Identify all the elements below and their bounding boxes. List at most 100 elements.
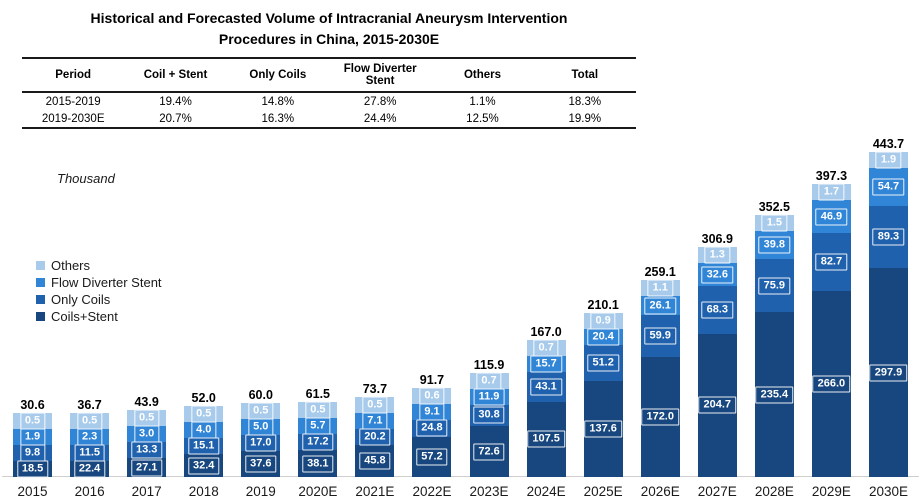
bar-column-2028E: 352.5 1.5 39.8 75.9 235.4 <box>746 200 803 477</box>
segment-value-label: 32.6 <box>701 266 733 284</box>
legend-label: Flow Diverter Stent <box>51 275 162 290</box>
segment-value-label: 0.5 <box>76 412 103 430</box>
bar-total-label: 259.1 <box>644 265 676 280</box>
bar-total-label: 91.7 <box>419 372 445 387</box>
bar-segment-others: 0.5 <box>298 401 338 419</box>
table-cell: 16.3% <box>261 112 295 125</box>
segment-value-label: 1.5 <box>761 214 787 232</box>
legend-item-flow-diverter-stent: Flow Diverter Stent <box>36 274 162 291</box>
bar-segment-others: 1.5 <box>754 214 794 232</box>
bar-segment-flow-diverter-stent: 9.1 <box>412 403 452 421</box>
bar-segment-flow-diverter-stent: 5.0 <box>241 418 281 436</box>
x-axis-line <box>2 476 919 477</box>
segment-value-label: 137.6 <box>584 420 622 438</box>
segment-value-label: 57.2 <box>416 448 448 466</box>
table-header-coil-stent: Coil + Stent <box>124 58 227 93</box>
segment-value-label: 9.8 <box>19 444 46 462</box>
bar-column-2030E: 443.7 1.9 54.7 89.3 297.9 <box>860 137 917 477</box>
bar-total-label: 210.1 <box>587 297 619 312</box>
bar-segment-only-coils: 11.5 <box>70 444 110 462</box>
x-axis-label: 2030E <box>868 484 908 499</box>
segment-value-label: 0.5 <box>305 401 331 419</box>
bar-segment-others: 1.9 <box>868 151 908 169</box>
bar-stack: 0.9 20.4 51.2 137.6 <box>583 312 623 477</box>
bar-segment-only-coils: 43.1 <box>526 371 566 402</box>
legend-label: Others <box>51 258 91 273</box>
segment-value-label: 75.9 <box>758 277 791 295</box>
segment-value-label: 17.2 <box>302 433 334 451</box>
bar-segment-coils-stent: 22.4 <box>70 460 110 478</box>
bar-segment-coils-stent: 137.6 <box>583 380 623 477</box>
bar-total-label: 36.7 <box>77 398 102 412</box>
segment-value-label: 32.4 <box>188 457 220 475</box>
bar-column-2018: 52.0 0.5 4.0 15.1 32.4 <box>175 391 232 477</box>
bar-total-label: 443.7 <box>872 136 905 151</box>
segment-value-label: 235.4 <box>755 386 794 404</box>
table-cell: 24.4% <box>363 112 397 125</box>
x-axis-label: 2029E <box>811 484 851 499</box>
segment-value-label: 18.5 <box>16 460 49 478</box>
segment-value-label: 20.4 <box>587 328 619 346</box>
bar-segment-flow-diverter-stent: 32.6 <box>697 263 737 286</box>
bar-segment-flow-diverter-stent: 11.9 <box>469 388 509 406</box>
table-row: 2019-2030E 20.7% 16.3% 24.4% 12.5% 19.9% <box>22 110 636 128</box>
bar-column-2021E: 73.7 0.5 7.1 20.2 45.8 <box>346 382 403 477</box>
x-axis-label: 2021E <box>355 484 395 499</box>
bar-segment-others: 0.5 <box>355 396 395 414</box>
bar-segment-only-coils: 30.8 <box>469 404 509 427</box>
segment-value-label: 68.3 <box>701 301 733 319</box>
bar-segment-coils-stent: 45.8 <box>355 444 395 477</box>
segment-value-label: 0.5 <box>134 409 160 427</box>
bar-stack: 0.5 5.0 17.0 37.6 <box>241 402 281 477</box>
bar-total-label: 52.0 <box>191 391 216 406</box>
bar-segment-coils-stent: 266.0 <box>811 290 851 477</box>
segment-value-label: 15.1 <box>188 437 220 455</box>
segment-value-label: 37.6 <box>245 455 277 473</box>
bar-stack: 0.5 1.9 9.8 18.5 <box>13 412 53 478</box>
segment-value-label: 5.7 <box>305 417 331 435</box>
bar-stack: 1.7 46.9 82.7 266.0 <box>811 183 851 477</box>
legend: Others Flow Diverter Stent Only Coils Co… <box>36 257 162 325</box>
segment-value-label: 89.3 <box>872 228 905 246</box>
segment-value-label: 82.7 <box>815 253 848 271</box>
bar-segment-only-coils: 9.8 <box>13 444 53 462</box>
table-cell: 27.8% <box>363 95 397 108</box>
chart-title: Historical and Forecasted Volume of Intr… <box>22 8 636 50</box>
bar-segment-others: 0.9 <box>583 312 623 330</box>
segment-value-label: 43.1 <box>530 378 562 396</box>
segment-value-label: 107.5 <box>527 430 565 448</box>
segment-value-label: 204.7 <box>698 396 737 414</box>
segment-value-label: 266.0 <box>812 375 851 393</box>
segment-value-label: 17.0 <box>245 434 277 452</box>
segment-value-label: 72.6 <box>473 443 505 461</box>
bar-total-label: 397.3 <box>815 169 848 184</box>
bar-total-label: 30.6 <box>20 398 45 412</box>
x-axis-label: 2023E <box>469 484 509 499</box>
bar-total-label: 352.5 <box>758 200 790 215</box>
segment-value-label: 11.5 <box>74 444 105 462</box>
x-axis-label: 2027E <box>697 484 737 499</box>
bar-stack: 0.5 5.7 17.2 38.1 <box>298 401 338 477</box>
bar-segment-others: 0.5 <box>184 405 224 423</box>
segment-value-label: 38.1 <box>302 455 334 473</box>
segment-value-label: 45.8 <box>359 452 391 470</box>
table-cell: 14.8% <box>261 95 295 108</box>
segment-value-label: 54.7 <box>872 178 905 196</box>
bar-segment-only-coils: 59.9 <box>640 314 680 357</box>
bar-segment-others: 1.7 <box>811 183 851 201</box>
legend-label: Only Coils <box>51 292 111 307</box>
bar-segment-only-coils: 89.3 <box>868 205 908 269</box>
bar-column-2020E: 61.5 0.5 5.7 17.2 38.1 <box>289 387 346 477</box>
bar-column-2015: 30.6 0.5 1.9 9.8 18.5 <box>4 398 61 478</box>
bar-segment-only-coils: 17.2 <box>298 433 338 451</box>
segment-value-label: 0.5 <box>19 412 46 430</box>
bar-column-2017: 43.9 0.5 3.0 13.3 27.1 <box>118 395 175 477</box>
table-cell: 2019-2030E <box>41 112 105 125</box>
bar-total-label: 167.0 <box>530 324 562 339</box>
x-axis-label: 2016 <box>74 484 105 499</box>
table-cell: 1.1% <box>469 95 496 108</box>
bar-segment-coils-stent: 37.6 <box>241 450 281 477</box>
x-axis-label: 2026E <box>640 484 680 499</box>
x-axis-label: 2022E <box>412 484 452 499</box>
bar-segment-others: 0.7 <box>526 339 566 357</box>
